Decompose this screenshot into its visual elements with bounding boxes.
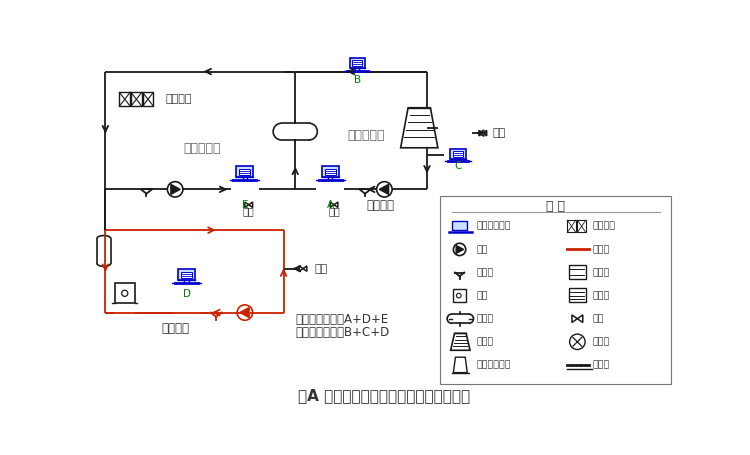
Text: E: E — [242, 200, 248, 210]
Text: 补水: 补水 — [315, 263, 328, 273]
Text: 补水: 补水 — [492, 128, 506, 138]
Bar — [567, 220, 576, 233]
Bar — [119, 92, 130, 106]
Text: 冷却塔: 冷却塔 — [476, 337, 494, 346]
Circle shape — [376, 182, 392, 197]
Polygon shape — [453, 357, 467, 373]
Polygon shape — [303, 266, 307, 271]
Polygon shape — [451, 334, 470, 350]
Text: 换热器: 换热器 — [476, 314, 494, 323]
Bar — [452, 289, 466, 302]
Text: 风机盘管: 风机盘管 — [166, 94, 192, 104]
Polygon shape — [299, 266, 303, 271]
Polygon shape — [578, 315, 583, 323]
Text: 双曲线冷却塔: 双曲线冷却塔 — [476, 360, 511, 369]
Bar — [325, 169, 336, 175]
Text: 热水管: 热水管 — [592, 245, 609, 254]
Bar — [568, 288, 586, 302]
Text: B: B — [354, 75, 361, 85]
Polygon shape — [483, 131, 487, 136]
Bar — [182, 272, 192, 278]
Polygon shape — [456, 245, 464, 253]
Polygon shape — [240, 308, 249, 318]
Bar — [568, 265, 586, 278]
Polygon shape — [244, 202, 249, 207]
Bar — [452, 221, 467, 230]
Text: C: C — [454, 161, 462, 171]
Circle shape — [122, 290, 128, 296]
Bar — [453, 152, 463, 157]
Text: 冷却水系统: 冷却水系统 — [348, 129, 386, 142]
Bar — [236, 166, 254, 177]
Bar — [115, 283, 135, 303]
Text: 夏季运行: 夏季运行 — [367, 198, 394, 212]
Text: 阀门: 阀门 — [592, 314, 604, 323]
Bar — [239, 169, 250, 175]
Bar — [178, 269, 195, 280]
Text: 热水筱: 热水筱 — [592, 291, 609, 300]
Polygon shape — [330, 202, 334, 207]
Bar — [322, 166, 339, 177]
Polygon shape — [572, 315, 578, 323]
Text: 锅炉: 锅炉 — [476, 291, 488, 300]
Bar — [578, 220, 586, 233]
Circle shape — [453, 243, 466, 256]
Bar — [131, 92, 142, 106]
Bar — [352, 61, 362, 66]
Text: 冬季运行: 冬季运行 — [161, 322, 189, 335]
Text: 过滤器: 过滤器 — [476, 268, 494, 277]
Text: 图A 中央空调循环冷却水系统安装示意图: 图A 中央空调循环冷却水系统安装示意图 — [298, 388, 470, 403]
Polygon shape — [171, 184, 180, 194]
Polygon shape — [479, 131, 483, 136]
Polygon shape — [249, 202, 253, 207]
Circle shape — [457, 293, 461, 298]
Text: 补水筱: 补水筱 — [592, 268, 609, 277]
Bar — [350, 58, 365, 68]
Circle shape — [237, 305, 253, 320]
Text: 水泵: 水泵 — [476, 245, 488, 254]
Text: D: D — [183, 289, 190, 299]
Bar — [440, 196, 671, 384]
Text: 高效扫频装置: 高效扫频装置 — [476, 222, 511, 231]
Polygon shape — [334, 202, 338, 207]
Text: 冷冻水系统: 冷冻水系统 — [184, 142, 221, 155]
Circle shape — [569, 334, 585, 349]
Text: 排污: 排污 — [328, 206, 340, 216]
Text: 风机盘管: 风机盘管 — [592, 222, 615, 231]
Polygon shape — [380, 184, 388, 194]
Text: 冷却水方案一：A+D+E: 冷却水方案一：A+D+E — [296, 313, 388, 326]
Text: A: A — [326, 200, 334, 210]
Text: 凝汽器: 凝汽器 — [592, 337, 609, 346]
Polygon shape — [400, 108, 438, 148]
Circle shape — [167, 182, 183, 197]
Text: 图 例: 图 例 — [546, 200, 566, 213]
Text: 集水池: 集水池 — [592, 360, 609, 369]
Text: 排污: 排污 — [243, 206, 254, 216]
Text: 冷却水方案二：B+C+D: 冷却水方案二：B+C+D — [296, 326, 389, 339]
Bar — [142, 92, 154, 106]
Bar — [451, 149, 466, 159]
